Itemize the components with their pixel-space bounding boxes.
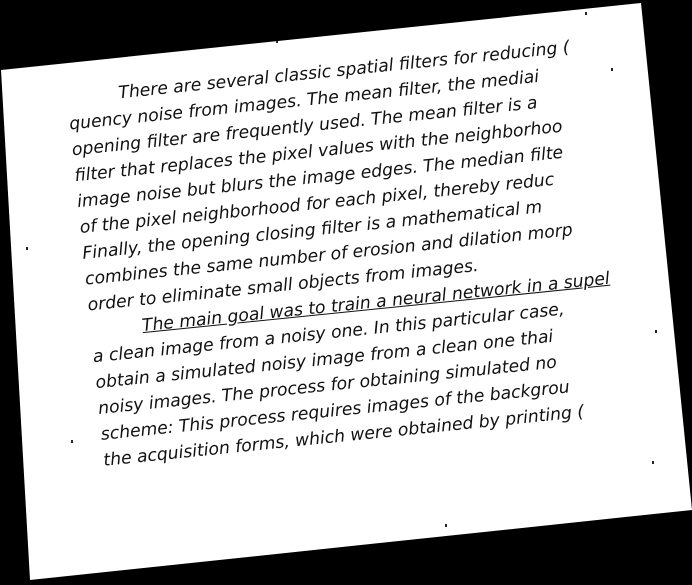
scan-speck bbox=[655, 330, 657, 333]
scan-speck bbox=[445, 524, 447, 527]
scan-speck bbox=[71, 440, 73, 443]
scan-speck bbox=[585, 12, 587, 15]
document-text: There are several classic spatial filter… bbox=[52, 9, 692, 549]
scan-speck bbox=[26, 247, 28, 250]
scan-speck bbox=[611, 68, 613, 71]
scan-speck bbox=[652, 461, 654, 464]
scan-speck bbox=[276, 40, 278, 43]
